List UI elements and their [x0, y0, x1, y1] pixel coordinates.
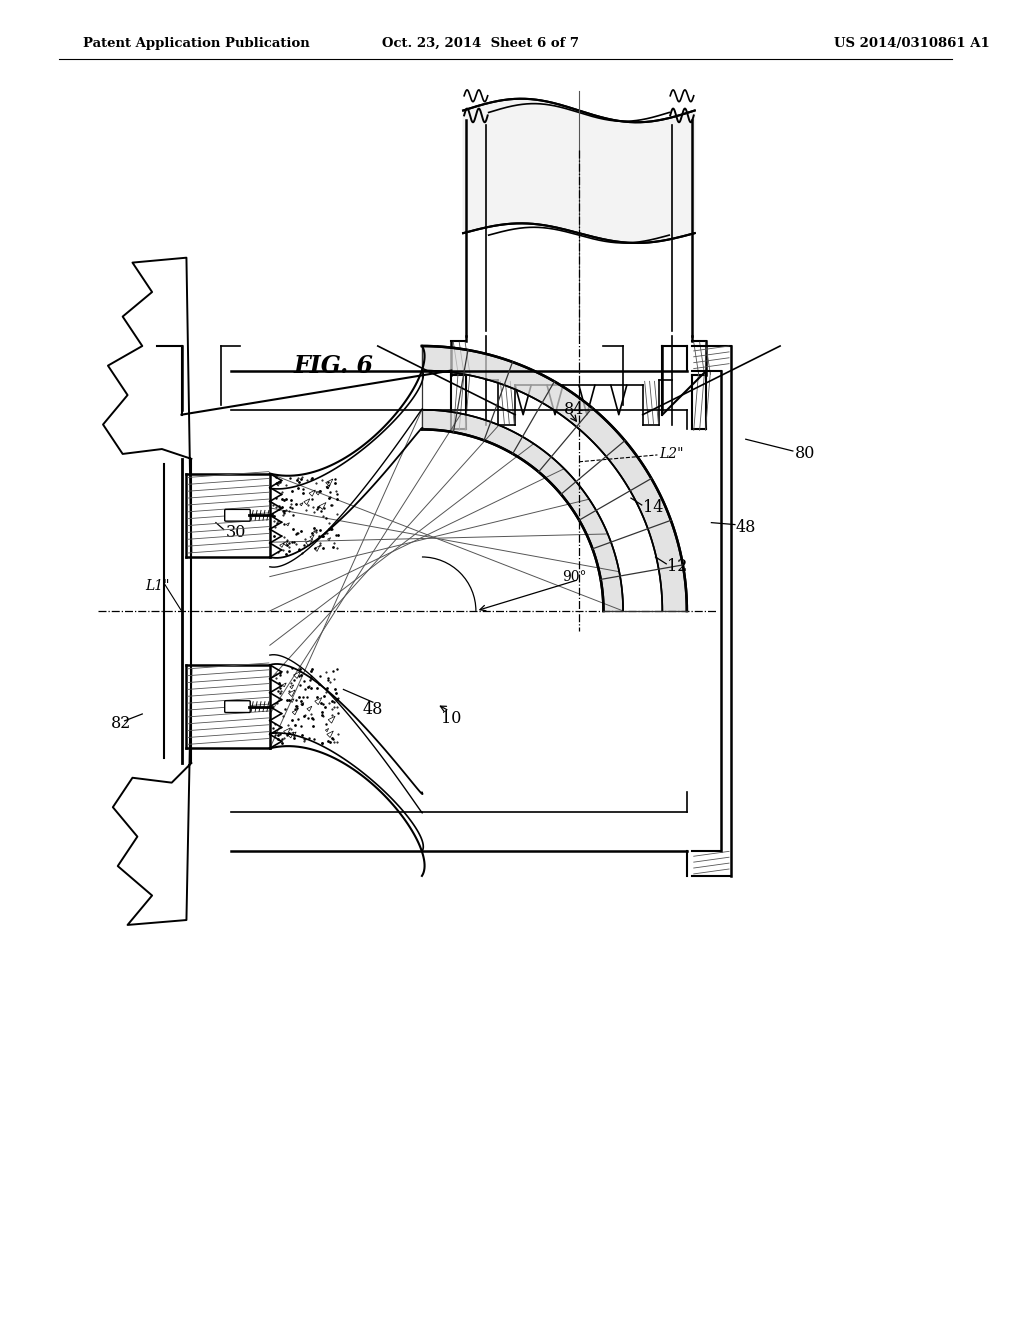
Polygon shape: [422, 409, 623, 611]
Polygon shape: [463, 99, 694, 243]
Text: Oct. 23, 2014  Sheet 6 of 7: Oct. 23, 2014 Sheet 6 of 7: [382, 37, 580, 50]
Text: 80: 80: [795, 445, 815, 462]
FancyBboxPatch shape: [224, 510, 250, 521]
Text: L1": L1": [144, 579, 169, 594]
Text: 14: 14: [643, 499, 664, 516]
FancyBboxPatch shape: [224, 701, 250, 713]
Text: L2": L2": [659, 447, 684, 461]
Text: US 2014/0310861 A1: US 2014/0310861 A1: [835, 37, 990, 50]
Polygon shape: [422, 346, 687, 611]
Polygon shape: [221, 346, 623, 414]
Text: FIG. 6: FIG. 6: [294, 354, 374, 378]
Polygon shape: [230, 409, 687, 812]
Text: 30: 30: [225, 524, 246, 541]
Text: 90°: 90°: [562, 570, 587, 583]
Text: 48: 48: [736, 519, 757, 536]
Text: 82: 82: [111, 715, 131, 733]
Text: 84: 84: [564, 401, 585, 418]
Text: 48: 48: [362, 701, 383, 718]
Text: 10: 10: [441, 710, 462, 727]
Text: 12: 12: [668, 558, 688, 576]
Text: Patent Application Publication: Patent Application Publication: [83, 37, 310, 50]
